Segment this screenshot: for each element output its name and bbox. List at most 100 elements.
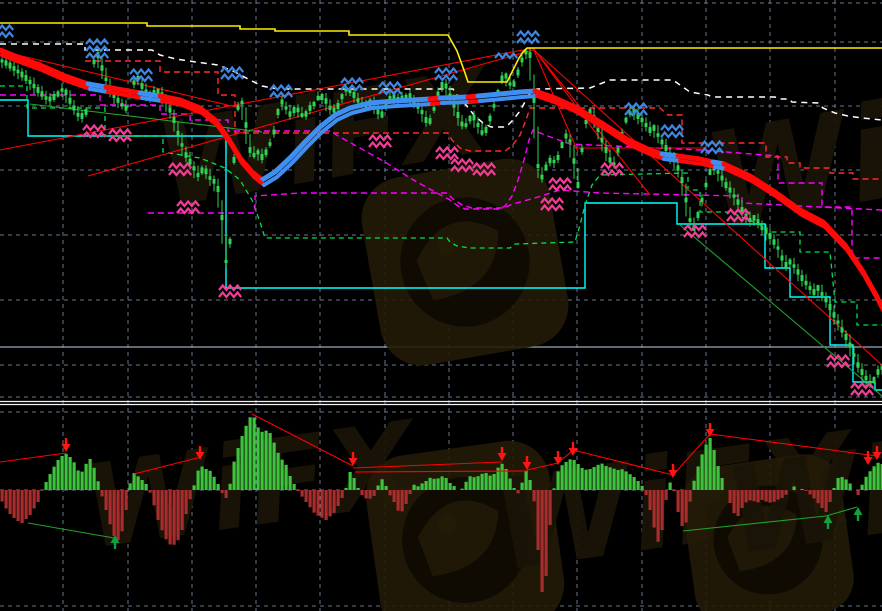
candle-body bbox=[776, 246, 780, 250]
candle-body bbox=[196, 172, 200, 178]
histogram-bar-positive bbox=[560, 465, 564, 490]
histogram-bar-negative bbox=[32, 490, 36, 509]
histogram-bar-positive bbox=[604, 466, 608, 490]
candle-body bbox=[432, 107, 436, 111]
candle-body bbox=[764, 229, 768, 235]
candle-body bbox=[100, 65, 104, 71]
histogram-bar-positive bbox=[228, 483, 232, 490]
histogram-bar-positive bbox=[860, 484, 864, 490]
histogram-bar-negative bbox=[340, 490, 344, 498]
histogram-bar-negative bbox=[400, 490, 404, 512]
candle-body bbox=[704, 182, 708, 188]
candle-body bbox=[424, 117, 428, 123]
histogram-bar-positive bbox=[556, 471, 560, 490]
candle-body bbox=[188, 158, 192, 165]
candle-body bbox=[748, 218, 752, 222]
histogram-bar-positive bbox=[836, 478, 840, 490]
histogram-bar-positive bbox=[576, 464, 580, 490]
fractal-high-icon bbox=[85, 44, 110, 53]
candle-body bbox=[688, 218, 692, 222]
candle-body bbox=[104, 77, 108, 81]
fractal-low-icon bbox=[368, 133, 393, 142]
candle-body bbox=[56, 91, 60, 97]
candle-body bbox=[52, 94, 56, 100]
fractal-high-icon bbox=[220, 65, 245, 74]
candle-body bbox=[352, 92, 356, 98]
candle-body bbox=[28, 79, 32, 85]
ma-ribbon-blue-segment bbox=[440, 100, 472, 105]
histogram-bar-negative bbox=[760, 490, 764, 500]
red-signal-trendline bbox=[557, 449, 574, 464]
candle-body bbox=[444, 83, 448, 89]
sell-arrow-icon bbox=[497, 453, 507, 461]
histogram-bar-positive bbox=[596, 464, 600, 490]
histogram-bar-positive bbox=[248, 417, 252, 490]
histogram-bar-positive bbox=[52, 466, 56, 490]
candle-body bbox=[152, 90, 156, 95]
histogram-bar-positive bbox=[452, 486, 456, 490]
histogram-bar-positive bbox=[440, 476, 444, 490]
fractal-low-icon bbox=[82, 130, 107, 139]
red-trendline bbox=[0, 47, 534, 151]
fractal-low-icon bbox=[683, 223, 708, 232]
candle-body bbox=[76, 112, 80, 117]
candle-body bbox=[72, 105, 76, 111]
candle-body bbox=[464, 123, 468, 127]
histogram-bar-positive bbox=[632, 477, 636, 490]
histogram-bar-negative bbox=[316, 490, 320, 516]
histogram-bar-negative bbox=[296, 490, 300, 491]
histogram-bar-negative bbox=[644, 490, 648, 495]
sell-arrow-icon bbox=[668, 470, 678, 478]
candle-body bbox=[768, 233, 772, 239]
red-trendline bbox=[532, 47, 611, 153]
histogram-bar-positive bbox=[624, 471, 628, 490]
signal-arrows-layer bbox=[61, 423, 882, 549]
histogram-bar-negative bbox=[728, 490, 732, 503]
histogram-bar-positive bbox=[572, 460, 576, 490]
candle-body bbox=[720, 175, 724, 181]
candle-body bbox=[24, 75, 28, 81]
candle-body bbox=[724, 182, 728, 188]
histogram-bar-positive bbox=[712, 450, 716, 490]
histogram-bar-negative bbox=[124, 490, 128, 510]
histogram-bar-positive bbox=[628, 474, 632, 490]
histogram-bar-positive bbox=[580, 468, 584, 490]
ma-ribbon-blue-segment bbox=[88, 87, 110, 94]
candle-body bbox=[248, 147, 252, 153]
histogram-bar-positive bbox=[64, 453, 68, 490]
histogram-bar-positive bbox=[840, 477, 844, 490]
green-signal-trendline bbox=[825, 506, 858, 517]
candle-body bbox=[120, 102, 124, 107]
histogram-bar-negative bbox=[652, 490, 656, 528]
histogram-bar-negative bbox=[28, 490, 32, 515]
candle-body bbox=[612, 162, 616, 166]
candle-body bbox=[588, 109, 592, 115]
sell-arrow-icon bbox=[61, 444, 71, 452]
candle-body bbox=[500, 75, 504, 82]
candle-body bbox=[284, 106, 288, 110]
candle-body bbox=[832, 312, 836, 318]
candle-body bbox=[800, 275, 804, 281]
candle-body bbox=[408, 93, 412, 99]
ma-ribbon-red-segment bbox=[532, 88, 665, 157]
histogram-bar-positive bbox=[844, 479, 848, 490]
candle-body bbox=[836, 320, 840, 324]
candle-body bbox=[564, 133, 568, 139]
candle-body bbox=[484, 127, 488, 133]
histogram-bar-positive bbox=[520, 482, 524, 490]
sell-arrow-icon bbox=[348, 458, 358, 466]
histogram-bar-negative bbox=[392, 490, 396, 502]
histogram-bar-negative bbox=[740, 490, 744, 508]
histogram-bar-positive bbox=[44, 482, 48, 490]
histogram-bar-negative bbox=[536, 490, 540, 550]
candle-body bbox=[784, 262, 788, 268]
candle-body bbox=[848, 342, 852, 348]
fractal-high-icon bbox=[624, 101, 649, 110]
candle-body bbox=[740, 207, 744, 213]
candle-body bbox=[280, 99, 284, 105]
ma-ribbon-red-segment bbox=[0, 47, 91, 87]
fractal-low-icon bbox=[472, 161, 497, 170]
candle-body bbox=[336, 103, 340, 109]
